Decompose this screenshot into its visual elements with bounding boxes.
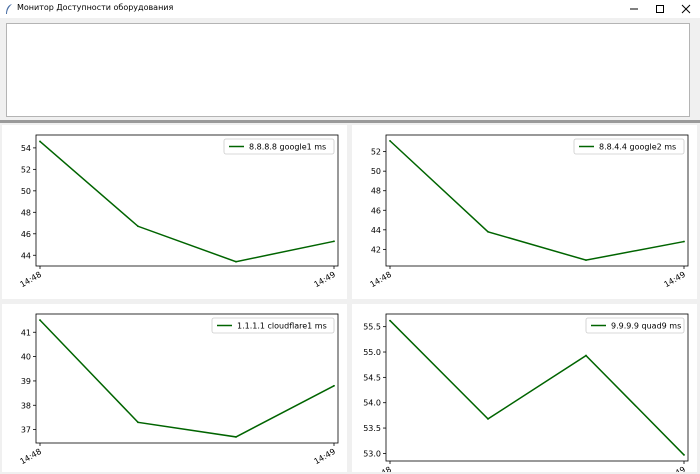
chart-google1: 44 46 48 50 52 54 14:48 14:49 8.8.8.8 google1 ms bbox=[19, 134, 339, 289]
y-tick-label: 50 bbox=[21, 187, 31, 196]
minimize-icon bbox=[630, 8, 638, 10]
y-tick-label: 52 bbox=[371, 148, 381, 157]
legend-label: 8.8.4.4 google2 ms bbox=[599, 143, 676, 152]
y-tick-label: 37 bbox=[21, 426, 31, 435]
x-tick-label: 14:49 bbox=[663, 465, 687, 472]
chart-panel-quad9: 53.0 53.5 54.0 54.5 55.0 55.5 14:48 14:49 9.9.9.… bbox=[352, 304, 697, 472]
log-textarea[interactable] bbox=[6, 23, 690, 117]
y-tick-label: 48 bbox=[371, 187, 381, 196]
x-tick-label: 14:49 bbox=[313, 270, 337, 289]
y-tick-label: 38 bbox=[21, 401, 31, 410]
data-point bbox=[235, 436, 237, 438]
data-point bbox=[39, 319, 41, 321]
data-point bbox=[585, 354, 587, 357]
chart-panel-cloudflare1: 37 38 39 40 41 14:48 14:49 1.1.1.1 cloudflare1 … bbox=[2, 304, 347, 472]
close-icon bbox=[681, 4, 691, 14]
legend-box bbox=[223, 138, 335, 155]
pane-separator[interactable] bbox=[0, 120, 700, 123]
data-point bbox=[137, 225, 139, 228]
y-tick-label: 54 bbox=[21, 144, 31, 153]
legend-box bbox=[585, 317, 685, 334]
legend-label: 8.8.8.8 google1 ms bbox=[249, 143, 326, 152]
feather-icon bbox=[6, 4, 12, 14]
legend-label: 9.9.9.9 quad9 ms bbox=[611, 322, 681, 331]
plot-frame bbox=[35, 313, 339, 444]
legend-box bbox=[573, 138, 685, 155]
data-point bbox=[389, 139, 391, 142]
data-point bbox=[333, 240, 335, 243]
maximize-icon bbox=[656, 5, 664, 13]
plot-frame bbox=[35, 134, 339, 267]
chart-panel-google1: 44 46 48 50 52 54 14:48 14:49 8.8.8.8 google1 ms bbox=[2, 125, 347, 299]
y-tick-label: 41 bbox=[21, 328, 31, 337]
x-tick-label: 14:49 bbox=[663, 270, 687, 289]
y-tick-label: 55.0 bbox=[363, 348, 381, 357]
y-tick-label: 44 bbox=[21, 251, 31, 260]
y-tick-label: 50 bbox=[371, 167, 381, 176]
series-line bbox=[389, 140, 685, 261]
plot-frame bbox=[385, 134, 689, 267]
data-point bbox=[137, 421, 139, 424]
data-point bbox=[683, 454, 685, 456]
y-tick-label: 46 bbox=[21, 230, 31, 239]
data-point bbox=[235, 260, 237, 263]
series-line bbox=[39, 319, 335, 438]
x-tick-label: 14:48 bbox=[369, 270, 393, 289]
data-point bbox=[585, 259, 587, 262]
data-point bbox=[389, 319, 391, 322]
chart-cloudflare1: 37 38 39 40 41 14:48 14:49 1.1.1.1 cloudflare1 … bbox=[19, 313, 339, 466]
x-tick-label: 14:48 bbox=[19, 447, 43, 466]
window-title: Монитор Доступности оборудования bbox=[17, 3, 174, 12]
x-tick-label: 14:48 bbox=[369, 465, 393, 472]
x-tick-label: 14:48 bbox=[19, 270, 43, 289]
data-point bbox=[39, 140, 41, 143]
chart-quad9: 53.0 53.5 54.0 54.5 55.0 55.5 14:48 14:49 9.9.9.… bbox=[363, 313, 689, 472]
y-tick-label: 46 bbox=[371, 206, 381, 215]
plot-frame bbox=[385, 313, 689, 462]
chart-google2: 42 44 46 48 50 52 14:48 14:49 8.8.4.4 google2 ms bbox=[369, 134, 689, 289]
y-tick-label: 42 bbox=[371, 245, 381, 254]
y-tick-label: 44 bbox=[371, 226, 381, 235]
y-tick-label: 54.0 bbox=[363, 399, 381, 408]
data-point bbox=[683, 240, 685, 243]
data-point bbox=[487, 418, 489, 420]
series-line bbox=[389, 320, 685, 456]
y-tick-label: 39 bbox=[21, 377, 31, 386]
legend-box bbox=[211, 317, 335, 334]
legend-label: 1.1.1.1 cloudflare1 ms bbox=[237, 322, 327, 331]
y-tick-label: 52 bbox=[21, 165, 31, 174]
y-tick-label: 40 bbox=[21, 353, 31, 362]
y-tick-label: 53.0 bbox=[363, 449, 381, 458]
y-tick-label: 54.5 bbox=[363, 373, 381, 382]
title-bar: Монитор Доступности оборудования bbox=[0, 0, 700, 18]
y-tick-label: 55.5 bbox=[363, 323, 381, 332]
data-point bbox=[333, 384, 335, 387]
close-button[interactable] bbox=[672, 0, 700, 18]
y-tick-label: 53.5 bbox=[363, 424, 381, 433]
minimize-button[interactable] bbox=[620, 0, 648, 18]
maximize-button[interactable] bbox=[646, 0, 674, 18]
x-tick-label: 14:49 bbox=[313, 447, 337, 466]
y-tick-label: 48 bbox=[21, 208, 31, 217]
series-line bbox=[39, 140, 335, 263]
data-point bbox=[487, 230, 489, 233]
chart-panel-google2: 42 44 46 48 50 52 14:48 14:49 8.8.4.4 google2 ms bbox=[352, 125, 697, 299]
